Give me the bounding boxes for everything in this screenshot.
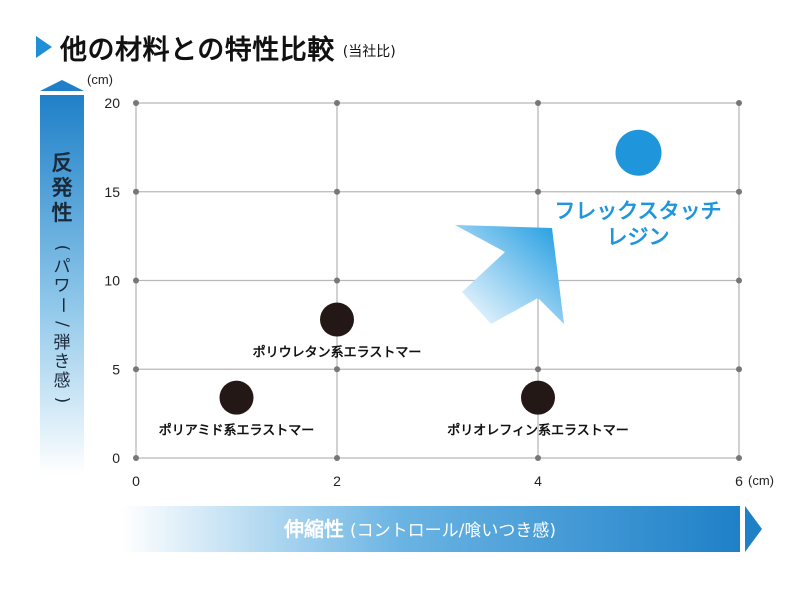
y-axis-sublabel-char: ワ — [54, 276, 71, 296]
x-tick-label: 4 — [534, 473, 542, 489]
y-axis-label: 反発性 — [51, 151, 74, 225]
grid-node — [133, 188, 139, 195]
data-point-label: ポリウレタン系エラストマー — [253, 345, 422, 361]
chart-subtitle: (当社比) — [342, 44, 396, 60]
grid-node — [133, 100, 139, 106]
grid-node — [736, 455, 742, 461]
y-axis-bar — [40, 95, 84, 475]
grid-node — [334, 100, 340, 106]
grid-node — [736, 188, 742, 195]
x-tick-label: 0 — [132, 473, 140, 489]
y-axis-label-char: 反 — [52, 151, 73, 175]
data-point — [320, 302, 354, 337]
grid-node — [535, 188, 541, 195]
grid-node — [736, 366, 742, 373]
grid-node — [334, 188, 340, 195]
grid-node — [133, 277, 139, 284]
y-axis-sublabel-char: / — [52, 321, 72, 327]
y-axis-sublabel-char: ー — [52, 297, 72, 314]
highlight-label: レジン — [607, 225, 670, 249]
data-point-label: ポリオレフィン系エラストマー — [447, 423, 628, 439]
y-axis-sublabel-char: パ — [54, 257, 71, 277]
y-tick-label: 20 — [104, 95, 120, 111]
improvement-arrow — [455, 225, 564, 324]
improvement-arrow-icon — [455, 225, 564, 324]
y-tick-label: 15 — [104, 184, 120, 200]
chart-title: 他の材料との特性比較 — [60, 34, 335, 66]
data-point — [521, 380, 555, 415]
grid-node — [535, 455, 541, 461]
title-arrow-icon — [36, 36, 52, 58]
x-axis-arrow-icon — [745, 506, 762, 552]
grid-node — [736, 100, 742, 106]
x-tick-label: 2 — [333, 473, 341, 489]
y-tick-label: 0 — [112, 450, 120, 466]
grid-node — [736, 277, 742, 284]
grid-node — [133, 366, 139, 373]
y-tick-label: 10 — [104, 273, 120, 289]
y-axis-label-char: 発 — [51, 176, 74, 200]
y-axis-sublabel: ( パワー / 弾き感) — [52, 245, 72, 404]
y-axis-sublabel-char: き — [54, 352, 71, 372]
y-axis-sublabel-char: 感 — [54, 371, 71, 391]
x-tick-label: 6 — [735, 473, 743, 489]
y-axis-sublabel-char: 弾 — [54, 333, 71, 353]
grid-node — [535, 366, 541, 373]
highlight-point — [615, 129, 662, 176]
x-axis-bar — [122, 506, 740, 552]
data-point — [219, 380, 254, 415]
y-axis-sublabel-char: ) — [52, 397, 72, 404]
x-axis-banner: 伸縮性 (コントロール/喰いつき感) — [122, 506, 762, 552]
x-axis-label: 伸縮性 — [283, 517, 344, 541]
axis-ticks: 0 2 4 6 0 5 10 15 20 — [104, 95, 743, 489]
grid-node — [535, 100, 541, 106]
y-axis-arrow-icon — [40, 80, 84, 91]
grid-node — [334, 455, 340, 461]
x-axis-sublabel: (コントロール/喰いつき感) — [350, 521, 556, 541]
highlight-label: フレックスタッチ — [554, 199, 721, 223]
grid — [133, 100, 742, 461]
grid-node — [334, 366, 340, 373]
data-point-label: ポリアミド系エラストマー — [159, 423, 314, 439]
y-axis-label-char: 性 — [52, 201, 73, 225]
grid-node — [334, 277, 340, 284]
x-axis-label-line: 伸縮性 (コントロール/喰いつき感) — [283, 517, 556, 541]
y-axis-banner: 反発性 ( パワー / 弾き感) — [40, 80, 84, 475]
x-unit-label: (cm) — [748, 473, 774, 488]
y-unit-label: (cm) — [87, 72, 113, 87]
y-tick-label: 5 — [112, 361, 120, 377]
grid-node — [133, 455, 139, 461]
chart-title-group: 他の材料との特性比較 (当社比) — [36, 27, 396, 67]
y-axis-sublabel-char: ( — [52, 245, 72, 252]
